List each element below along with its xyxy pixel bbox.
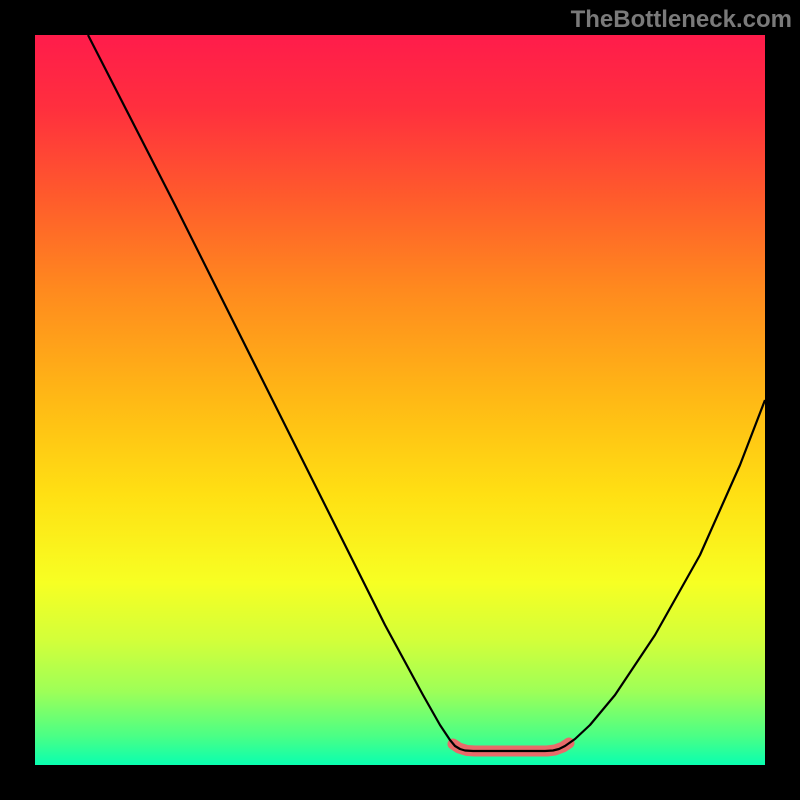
plot-svg — [35, 35, 765, 765]
chart-frame: TheBottleneck.com — [0, 0, 800, 800]
plot-area — [35, 35, 765, 765]
watermark-text: TheBottleneck.com — [571, 6, 792, 34]
